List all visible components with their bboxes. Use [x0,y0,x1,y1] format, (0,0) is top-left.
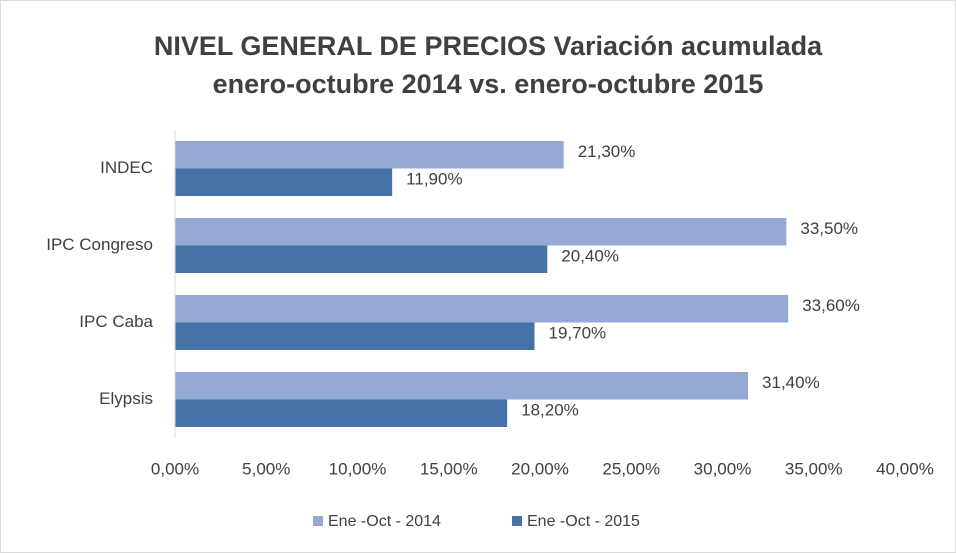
y-tick-label: INDEC [100,158,153,177]
y-tick-label: Elypsis [99,389,153,408]
x-tick-label: 10,00% [329,459,387,478]
x-tick-label: 35,00% [785,459,843,478]
bar [175,141,564,169]
x-tick-label: 15,00% [420,459,478,478]
chart-title: enero-octubre 2014 vs. enero-octubre 201… [213,69,764,99]
y-tick-label: IPC Congreso [46,235,153,254]
value-label: 11,90% [406,170,462,189]
legend-swatch [512,516,522,526]
value-label: 33,50% [800,219,858,238]
x-tick-label: 20,00% [511,459,569,478]
bar [175,372,749,400]
x-tick-label: 5,00% [242,459,290,478]
bar [175,168,393,196]
value-label: 31,40% [762,373,820,392]
x-tick-label: 30,00% [694,459,752,478]
legend-label: Ene -Oct - 2015 [527,513,640,530]
value-label: 20,40% [561,247,619,266]
bar [175,399,508,427]
legend-label: Ene -Oct - 2014 [328,513,441,530]
x-tick-label: 0,00% [151,459,199,478]
value-label: 33,60% [802,296,860,315]
value-label: 19,70% [549,324,607,343]
x-tick-label: 25,00% [602,459,660,478]
y-tick-label: IPC Caba [79,312,153,331]
x-tick-label: 40,00% [876,459,934,478]
bar [175,295,789,323]
legend-swatch [313,516,323,526]
chart-title: NIVEL GENERAL DE PRECIOS Variación acumu… [154,31,823,61]
bar [175,218,787,246]
bar [175,245,548,273]
bar [175,322,535,350]
value-label: 21,30% [578,142,636,161]
value-label: 18,20% [521,401,579,420]
